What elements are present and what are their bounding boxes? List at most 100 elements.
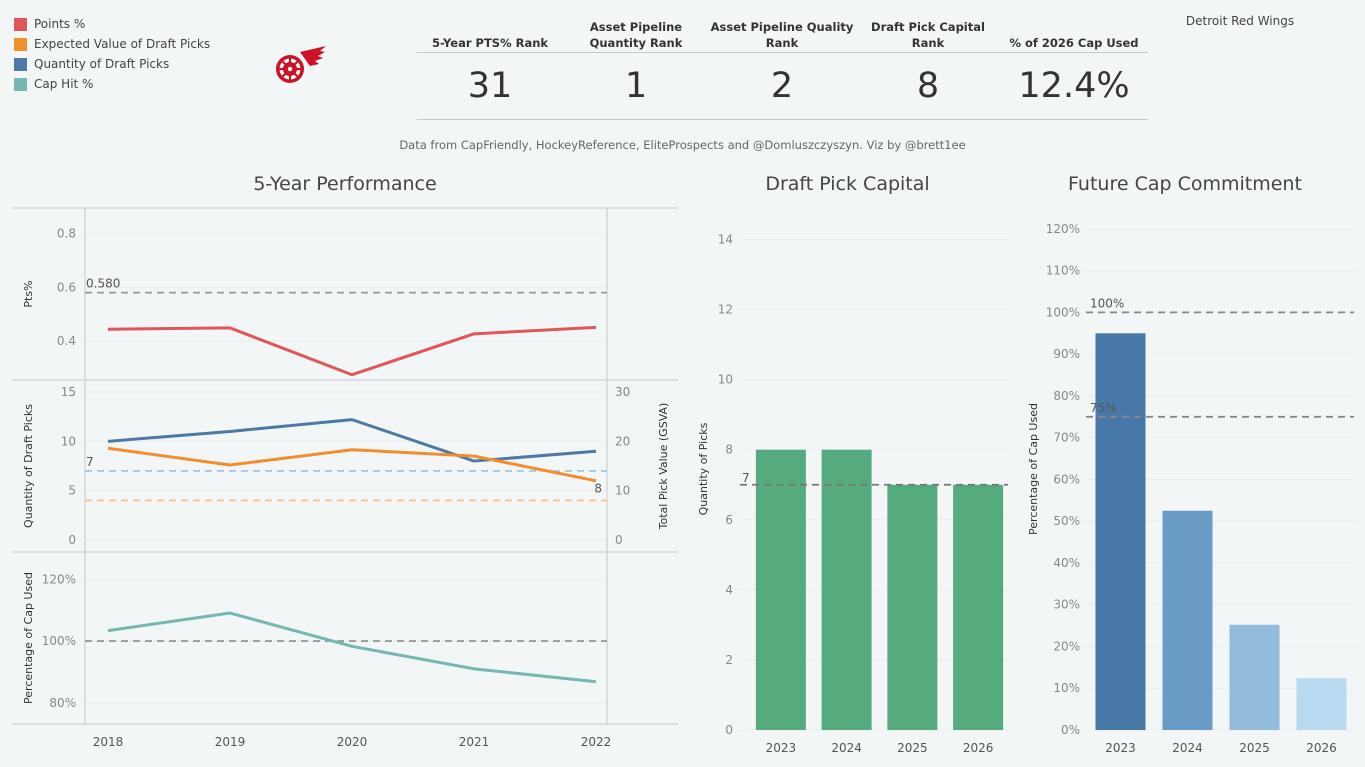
legend-item-points[interactable]: Points %	[14, 14, 210, 34]
kpi-value: 1	[624, 66, 648, 106]
y-tick-label: 50%	[1053, 514, 1080, 528]
reference-label: 75%	[1090, 401, 1117, 415]
y-tick-label: 10%	[1053, 681, 1080, 695]
performance-chart: 0.4 0.6 0.8 Pts% 0.580 0 5 10 15 0 10 20 30 Total Pic…	[12, 207, 678, 749]
y-tick-label: 110%	[1046, 264, 1080, 278]
y-tick-label: 0.8	[57, 226, 76, 240]
y-tick-label-right: 10	[615, 484, 630, 498]
bar	[821, 449, 872, 730]
x-tick-label: 2022	[581, 735, 612, 749]
cap-commitment-chart: 0% 10% 20% 30% 40% 50% 60% 70% 80% 90% 100% 110% 120…	[1027, 222, 1354, 755]
bar	[1296, 678, 1347, 730]
kpi-value: 12.4%	[1018, 66, 1130, 106]
y-tick-label: 2	[725, 653, 733, 667]
bar	[887, 484, 938, 730]
kpi-label: % of 2026 Cap Used	[1009, 36, 1139, 50]
y-tick-label: 8	[725, 443, 733, 457]
series-line	[107, 325, 597, 377]
x-tick-label: 2023	[1105, 741, 1136, 755]
y-tick-label: 60%	[1053, 472, 1080, 486]
x-tick-label: 2025	[897, 741, 928, 755]
x-tick-label: 2026	[1306, 741, 1337, 755]
y-tick-label: 4	[725, 583, 733, 597]
x-tick-label: 2020	[337, 735, 368, 749]
y-tick-label: 100%	[42, 634, 76, 648]
series-line	[107, 446, 597, 483]
y-tick-label-right: 30	[615, 385, 630, 399]
y-tick-label: 120%	[1046, 222, 1080, 236]
y-tick-label: 5	[68, 484, 76, 498]
series-line	[107, 611, 597, 684]
y-axis-label: Percentage of Cap Used	[22, 572, 35, 704]
x-tick-label: 2023	[766, 741, 797, 755]
legend-swatch	[14, 17, 27, 31]
y-tick-label: 80%	[1053, 389, 1080, 403]
series-line	[107, 418, 597, 463]
bar	[1162, 510, 1213, 730]
legend-label: Points %	[34, 17, 86, 31]
legend-label: Expected Value of Draft Picks	[34, 37, 211, 51]
data-credit: Data from CapFriendly, HockeyReference, …	[399, 138, 966, 152]
y-tick-label: 100%	[1046, 305, 1080, 319]
reference-label: 7	[742, 471, 750, 485]
y-tick-label: 80%	[49, 696, 76, 710]
bar	[755, 449, 806, 730]
kpi-value: 8	[916, 66, 940, 106]
y-tick-label: 0.6	[57, 280, 76, 294]
x-tick-label: 2025	[1239, 741, 1270, 755]
reference-label: 0.580	[86, 277, 120, 291]
kpi-label: 5-Year PTS% Rank	[431, 36, 549, 50]
y-tick-label: 30%	[1053, 598, 1080, 612]
bar	[1095, 333, 1146, 730]
reference-label: 7	[86, 455, 94, 469]
bar	[1229, 624, 1280, 730]
y-tick-label: 15	[61, 385, 76, 399]
team-name: Detroit Red Wings	[1185, 14, 1295, 28]
x-tick-label: 2024	[831, 741, 862, 755]
y-tick-label: 0	[725, 723, 733, 737]
y-axis-label: Quantity of Draft Picks	[22, 404, 35, 528]
y-axis-label: Percentage of Cap Used	[1027, 403, 1040, 535]
draft-capital-title: Draft Pick Capital	[765, 173, 930, 195]
y-tick-label: 40%	[1053, 556, 1080, 570]
y-tick-label-right: 0	[615, 533, 623, 547]
y-tick-label: 0%	[1061, 723, 1080, 737]
y-axis-label-right: Total Pick Value (GSVA)	[657, 403, 670, 531]
kpi-label: Asset Pipeline Quality Rank	[710, 20, 854, 50]
legend-item-expected-value[interactable]: Expected Value of Draft Picks	[14, 34, 210, 54]
legend-swatch	[14, 77, 27, 91]
x-tick-label: 2018	[93, 735, 124, 749]
kpi-label: Asset Pipeline Quantity Rank	[589, 20, 683, 50]
x-tick-label: 2026	[963, 741, 994, 755]
x-tick-label: 2024	[1172, 741, 1203, 755]
legend-swatch	[14, 37, 27, 51]
legend-label: Cap Hit %	[34, 77, 94, 91]
kpi-summary: 5-Year PTS% Rank 31 Asset Pipeline Quant…	[417, 16, 1148, 120]
kpi-value: 2	[770, 66, 794, 106]
x-tick-label: 2021	[459, 735, 490, 749]
draft-pick-chart: 0 2 4 6 8 10 12 14 Quantity of Picks 2023 2024 2025…	[697, 233, 1008, 755]
legend-swatch	[14, 57, 27, 71]
y-tick-label: 10	[61, 434, 76, 448]
y-tick-label: 90%	[1053, 347, 1080, 361]
performance-title: 5-Year Performance	[253, 173, 437, 195]
y-tick-label: 70%	[1053, 431, 1080, 445]
legend-item-quantity[interactable]: Quantity of Draft Picks	[14, 54, 210, 74]
y-axis-label: Quantity of Picks	[697, 422, 710, 515]
y-tick-label: 12	[718, 303, 733, 317]
x-tick-label: 2019	[215, 735, 246, 749]
y-tick-label: 0.4	[57, 334, 76, 348]
legend-label: Quantity of Draft Picks	[34, 57, 170, 71]
y-axis-label: Pts%	[22, 280, 35, 307]
reference-label: 8	[594, 482, 602, 496]
reference-label: 100%	[1090, 296, 1124, 310]
y-tick-label: 120%	[42, 572, 76, 586]
legend-item-cap-hit[interactable]: Cap Hit %	[14, 74, 210, 94]
y-tick-label-right: 20	[615, 434, 630, 448]
red-wings-logo-icon	[276, 46, 326, 83]
y-tick-label: 10	[718, 373, 733, 387]
bar	[953, 484, 1004, 730]
kpi-value: 31	[467, 66, 513, 106]
y-tick-label: 6	[725, 513, 733, 527]
